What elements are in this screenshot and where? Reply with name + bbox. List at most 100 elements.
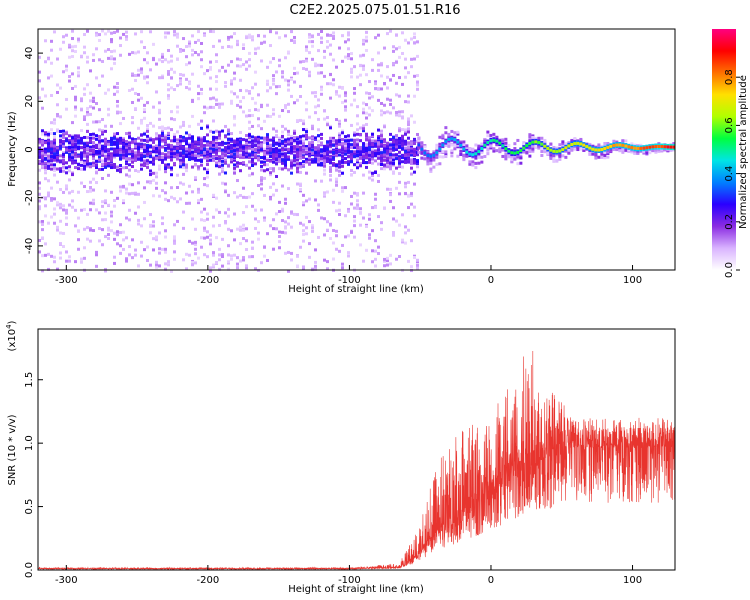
heat-cell <box>176 186 179 190</box>
heat-cell <box>65 64 68 68</box>
heat-cell <box>398 141 401 145</box>
heat-cell <box>627 149 631 153</box>
heat-cell <box>80 181 83 185</box>
heat-cell <box>398 129 401 133</box>
heat-cell <box>371 68 374 72</box>
heat-cell <box>98 239 101 243</box>
heat-cell <box>338 94 341 98</box>
heat-cell <box>140 167 143 171</box>
heat-cell <box>137 50 140 54</box>
heat-cell <box>116 82 119 86</box>
heat-cell <box>158 140 161 144</box>
snr-x-ticks: -300 -200 -100 0 100 <box>55 565 642 586</box>
heat-cell <box>344 157 347 161</box>
heat-cell <box>74 95 77 99</box>
heat-cell <box>56 146 59 150</box>
heat-cell <box>341 86 344 90</box>
heat-cell <box>377 179 380 183</box>
heat-cell <box>278 84 281 88</box>
heat-cell <box>239 105 242 109</box>
heat-cell <box>278 143 281 147</box>
heat-cell <box>62 70 65 74</box>
heat-cell <box>101 148 104 152</box>
heat-cell <box>119 231 122 235</box>
heat-cell <box>296 140 299 144</box>
heat-cell <box>119 36 122 40</box>
heat-cell <box>305 226 308 230</box>
heat-cell <box>417 143 421 147</box>
heat-cell <box>194 154 197 158</box>
heat-cell <box>326 228 329 232</box>
heat-cell <box>86 144 89 148</box>
heat-cell <box>161 52 164 56</box>
heat-cell <box>362 150 365 154</box>
heat-cell <box>98 139 101 143</box>
heat-cell <box>347 160 350 164</box>
heat-cell <box>666 145 670 149</box>
heat-cell <box>410 166 413 170</box>
heat-cell <box>468 160 472 164</box>
heat-cell <box>308 33 311 37</box>
heat-cell <box>278 167 281 171</box>
heat-cell <box>371 143 374 147</box>
heat-cell <box>374 257 377 261</box>
heat-cell <box>206 212 209 216</box>
heat-cell <box>392 156 395 160</box>
heat-cell <box>143 103 146 107</box>
heat-cell <box>104 129 107 133</box>
heat-cell <box>197 141 200 145</box>
heat-cell <box>155 154 158 158</box>
heat-cell <box>242 161 245 165</box>
heat-cell <box>314 264 317 268</box>
heat-cell <box>413 161 416 165</box>
heat-cell <box>143 164 146 168</box>
heat-cell <box>209 154 212 158</box>
heat-cell <box>152 237 155 241</box>
heat-cell <box>230 148 233 152</box>
heat-cell <box>401 116 404 120</box>
heat-cell <box>407 123 410 127</box>
heat-cell <box>320 88 323 92</box>
heat-cell <box>329 165 332 169</box>
heat-cell <box>47 139 50 143</box>
heat-cell <box>624 139 628 143</box>
heat-cell <box>377 173 380 177</box>
heat-cell <box>489 133 493 137</box>
heat-cell <box>149 121 152 125</box>
heat-cell <box>182 163 185 167</box>
heat-cell <box>447 144 451 148</box>
heat-cell <box>368 170 371 174</box>
heat-cell <box>203 105 206 109</box>
heat-cell <box>86 162 89 166</box>
heat-cell <box>621 143 625 147</box>
heat-cell <box>462 147 466 151</box>
heat-cell <box>254 144 257 148</box>
heat-cell <box>362 173 365 177</box>
heat-cell <box>392 206 395 210</box>
spectrogram-cells <box>38 29 676 273</box>
heat-cell <box>179 139 182 143</box>
heat-cell <box>41 132 44 136</box>
heat-cell <box>377 151 380 155</box>
heat-cell <box>110 55 113 59</box>
heat-cell <box>383 138 386 142</box>
heat-cell <box>119 157 122 161</box>
heat-cell <box>564 146 568 150</box>
heat-cell <box>146 162 149 166</box>
heat-cell <box>317 49 320 53</box>
heat-cell <box>212 30 215 34</box>
heat-cell <box>62 208 65 212</box>
heat-cell <box>404 225 407 229</box>
heat-cell <box>146 127 149 131</box>
heat-cell <box>200 50 203 54</box>
heat-cell <box>416 165 419 169</box>
heat-cell <box>128 192 131 196</box>
heat-cell <box>305 57 308 61</box>
heat-cell <box>143 159 146 163</box>
heat-cell <box>242 155 245 159</box>
heat-cell <box>353 131 356 135</box>
heat-cell <box>101 167 104 171</box>
heat-cell <box>194 51 197 55</box>
heat-cell <box>423 145 427 149</box>
